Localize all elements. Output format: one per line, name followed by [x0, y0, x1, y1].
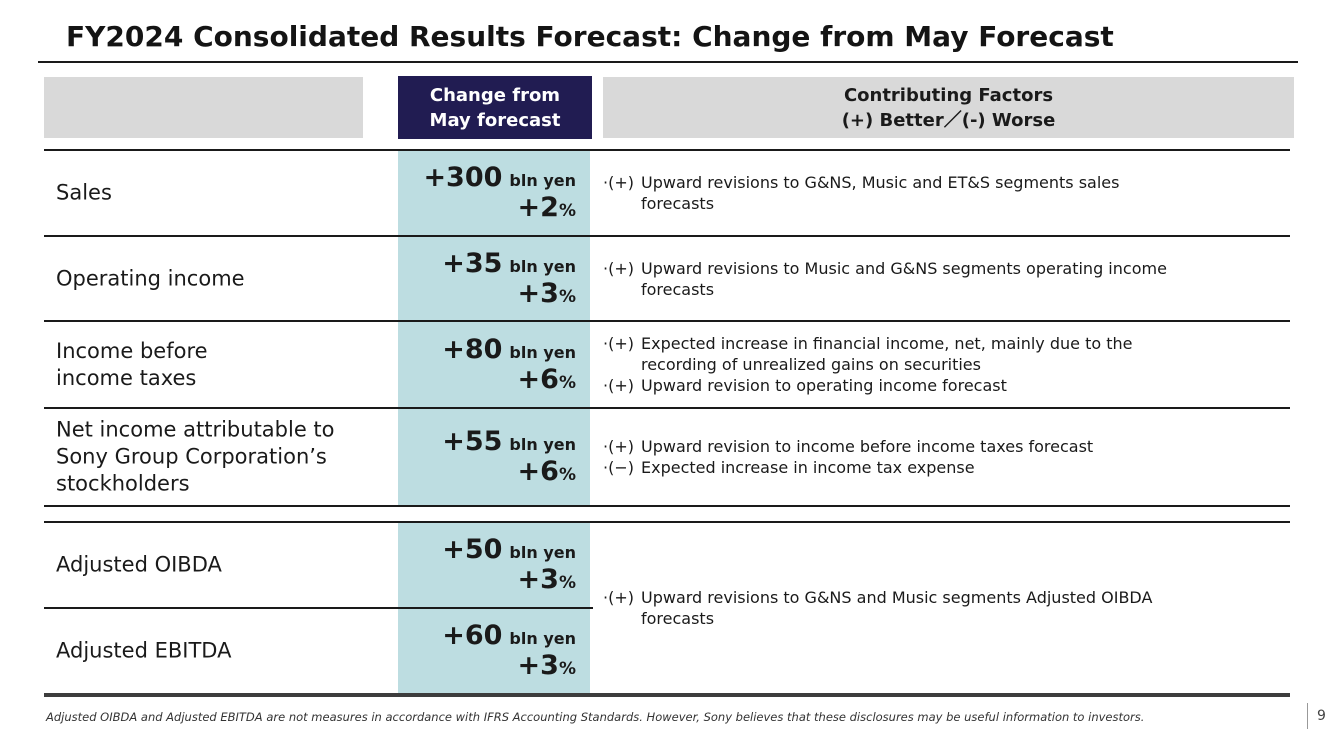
table-bottom-bar — [44, 693, 1290, 697]
change-percent: +3 — [517, 277, 559, 309]
change-unit: bln yen — [509, 171, 576, 190]
change-value: +300 — [423, 162, 503, 193]
page-title: FY2024 Consolidated Results Forecast: Ch… — [66, 20, 1114, 53]
percent-sign: % — [558, 372, 576, 393]
row-label: Net income attributable to Sony Group Co… — [56, 417, 335, 496]
header-factors-label: Contributing Factors (+) Better／(-) Wors… — [841, 84, 1056, 131]
factor-sign: ·(+) — [603, 437, 634, 456]
factor-sign: ·(+) — [603, 334, 634, 353]
factor-item: ·(+) Expected increase in financial inco… — [603, 333, 1290, 375]
rule-row-divider — [44, 235, 1290, 237]
factors-cell: ·(+) Upward revision to income before in… — [603, 409, 1290, 505]
factors-cell: ·(+) Upward revisions to Music and G&NS … — [603, 237, 1290, 320]
value-cell: +50 bln yen +3% — [398, 523, 590, 607]
table-row-income-before-taxes: Income before income taxes +80 bln yen +6… — [44, 322, 1290, 407]
table-row-sales: Sales +300 bln yen +2% ·(+) Upward revisi… — [44, 151, 1290, 235]
table-row-operating-income: Operating income +35 bln yen +3% ·(+) Upw… — [44, 237, 1290, 320]
change-percent: +2 — [517, 192, 559, 223]
header-contributing-factors-cell: Contributing Factors (+) Better／(-) Wors… — [603, 77, 1294, 138]
page-number: 9 — [1317, 708, 1326, 724]
rule-row-divider — [44, 320, 1290, 322]
change-unit: bln yen — [509, 342, 576, 362]
header-change-from-may-cell: Change from May forecast — [398, 76, 592, 139]
change-value: +35 — [442, 247, 503, 279]
header-change-label: Change from May forecast — [429, 84, 561, 131]
change-unit: bln yen — [509, 543, 576, 562]
row-label: Adjusted EBITDA — [56, 638, 232, 663]
factor-text: Upward revision to income before income … — [640, 437, 1094, 456]
table-row-adjusted-oibda: Adjusted OIBDA +50 bln yen +3% — [44, 523, 1290, 607]
rule-header-bottom — [44, 149, 1290, 151]
rule-section-top — [44, 521, 1290, 523]
factors-cell: ·(+) Upward revisions to G&NS, Music and… — [603, 151, 1290, 235]
change-percent: +3 — [517, 650, 559, 681]
change-percent: +6 — [517, 456, 559, 487]
change-percent: +3 — [517, 564, 559, 595]
factors-cell: ·(+) Expected increase in financial inco… — [603, 322, 1290, 407]
row-label: Income before income taxes — [56, 338, 208, 390]
percent-sign: % — [558, 201, 576, 221]
change-unit: bln yen — [509, 629, 576, 648]
value-cell: +55 bln yen +6% — [398, 409, 590, 505]
row-label: Operating income — [56, 266, 245, 290]
change-value: +60 — [442, 620, 503, 651]
factor-sign: ·(+) — [603, 376, 634, 395]
rule-row-divider — [44, 407, 1290, 409]
factor-sign: ·(+) — [603, 258, 634, 278]
value-cell: +300 bln yen +2% — [398, 151, 590, 235]
factor-text: Upward revisions to Music and G&NS segme… — [640, 258, 1167, 299]
factor-text: Upward revisions to G&NS and Music segme… — [640, 588, 1153, 628]
factor-sign: ·(−) — [603, 458, 634, 477]
factor-sign: ·(+) — [603, 588, 634, 607]
value-cell: +35 bln yen +3% — [398, 237, 590, 320]
rule-oibda-ebitda-divider — [44, 607, 593, 609]
factor-item: ·(+) Upward revision to operating income… — [603, 375, 1290, 396]
factor-text: Upward revisions to G&NS, Music and ET&S… — [640, 173, 1120, 213]
factor-text: Upward revision to operating income fore… — [640, 376, 1007, 395]
change-value: +80 — [442, 333, 503, 365]
factor-item: ·(−) Expected increase in income tax exp… — [603, 457, 1290, 478]
row-label: Sales — [56, 180, 112, 205]
factor-text: Expected increase in financial income, n… — [640, 334, 1133, 374]
factor-item: ·(+) Upward revisions to G&NS and Music … — [603, 587, 1290, 629]
percent-sign: % — [558, 573, 576, 593]
change-unit: bln yen — [509, 435, 576, 454]
rule-section-bottom — [44, 505, 1290, 507]
value-cell: +60 bln yen +3% — [398, 609, 590, 693]
row-label: Adjusted OIBDA — [56, 552, 222, 577]
value-column-background-upper — [398, 151, 590, 505]
factor-text: Expected increase in income tax expense — [640, 458, 975, 477]
page-number-divider — [1307, 703, 1308, 729]
percent-sign: % — [558, 465, 576, 485]
footnote: Adjusted OIBDA and Adjusted EBITDA are n… — [46, 710, 1145, 724]
title-underline — [38, 61, 1298, 63]
change-percent: +6 — [517, 363, 559, 395]
change-value: +50 — [442, 534, 503, 565]
percent-sign: % — [558, 286, 576, 307]
change-unit: bln yen — [509, 256, 576, 276]
table-row-net-income: Net income attributable to Sony Group Co… — [44, 409, 1290, 505]
factor-sign: ·(+) — [603, 173, 634, 192]
table-row-adjusted-ebitda: Adjusted EBITDA +60 bln yen +3% — [44, 609, 1290, 693]
factor-item: ·(+) Upward revision to income before in… — [603, 436, 1290, 457]
factors-cell-merged-oibda-ebitda: ·(+) Upward revisions to G&NS and Music … — [603, 523, 1290, 693]
factor-item: ·(+) Upward revisions to G&NS, Music and… — [603, 172, 1290, 214]
value-cell: +80 bln yen +6% — [398, 322, 590, 407]
percent-sign: % — [558, 659, 576, 679]
change-value: +55 — [442, 426, 503, 457]
header-band-left — [44, 77, 363, 138]
factor-item: ·(+) Upward revisions to Music and G&NS … — [603, 258, 1290, 300]
